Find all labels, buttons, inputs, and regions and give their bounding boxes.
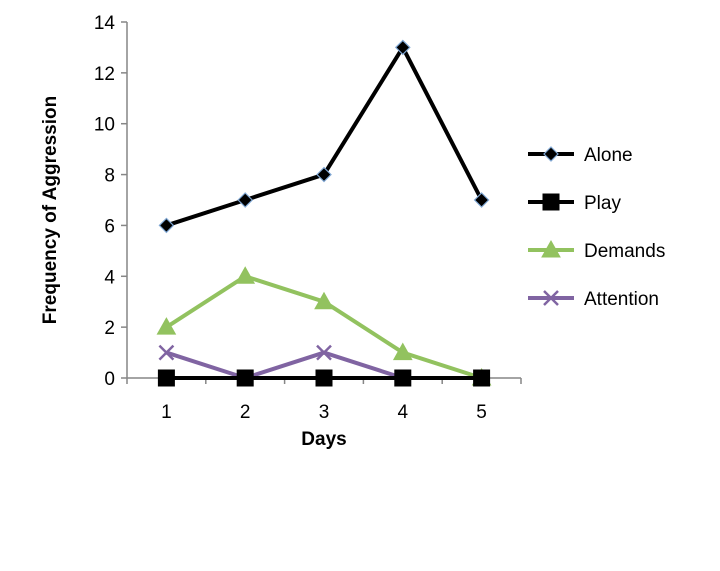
- x-axis-title: Days: [301, 429, 346, 450]
- x-tick-labels: 1 2 3 4 5: [161, 402, 487, 423]
- y-tick-label: 12: [94, 64, 115, 85]
- legend-label: Attention: [584, 289, 659, 310]
- y-tick-label: 8: [104, 166, 115, 187]
- data-point-attention: [316, 344, 332, 361]
- series-markers: [156, 39, 492, 387]
- legend-swatch-marker: [543, 290, 559, 306]
- data-point-play: [394, 369, 412, 387]
- legend-label: Alone: [584, 145, 633, 166]
- legend-swatch-marker: [541, 239, 561, 258]
- x-marker-stroke: [158, 344, 175, 361]
- data-point-alone: [158, 217, 175, 234]
- legend-swatch-marker: [543, 146, 559, 162]
- data-point-play: [157, 369, 175, 387]
- data-point-attention: [158, 344, 175, 361]
- data-point-demands: [156, 317, 177, 335]
- y-tick-label: 10: [94, 115, 115, 136]
- data-point-play: [473, 369, 491, 387]
- x-marker-stroke: [316, 344, 332, 361]
- legend-swatch-marker: [542, 193, 560, 211]
- series-line-alone: [165, 45, 484, 228]
- x-tick-label: 2: [240, 402, 251, 423]
- y-tick-label: 6: [104, 216, 115, 237]
- x-tick-label: 3: [319, 402, 330, 423]
- legend-item-play: Play: [528, 193, 621, 214]
- data-point-demands: [235, 266, 256, 284]
- series-line-demands: [165, 274, 483, 380]
- data-point-play: [315, 369, 333, 387]
- data-point-demands: [314, 291, 334, 310]
- axes: [121, 21, 522, 384]
- data-point-alone: [316, 166, 332, 183]
- series-lines: [165, 45, 484, 380]
- x-tick-label: 4: [398, 402, 409, 423]
- y-axis-title: Frequency of Aggression: [40, 96, 61, 324]
- legend-item-attention: Attention: [528, 289, 659, 310]
- y-tick-label: 14: [94, 13, 116, 34]
- data-point-alone: [473, 192, 490, 208]
- legend: Alone Play Demands Attention: [528, 145, 665, 310]
- y-tick-label: 0: [104, 369, 115, 390]
- y-tick-labels: 0 2 4 6 8 10 12 14: [94, 13, 116, 390]
- legend-label: Play: [584, 193, 621, 214]
- y-tick-label: 4: [104, 267, 115, 288]
- data-point-alone: [394, 39, 411, 56]
- legend-item-demands: Demands: [528, 239, 665, 262]
- data-point-demands: [392, 342, 413, 361]
- data-point-alone: [237, 192, 254, 208]
- legend-label: Demands: [584, 241, 665, 262]
- data-point-play: [236, 369, 254, 387]
- x-marker-stroke: [543, 290, 559, 306]
- x-tick-label: 1: [161, 402, 172, 423]
- y-tick-label: 2: [104, 318, 115, 339]
- x-tick-label: 5: [476, 402, 487, 423]
- legend-item-alone: Alone: [528, 145, 633, 166]
